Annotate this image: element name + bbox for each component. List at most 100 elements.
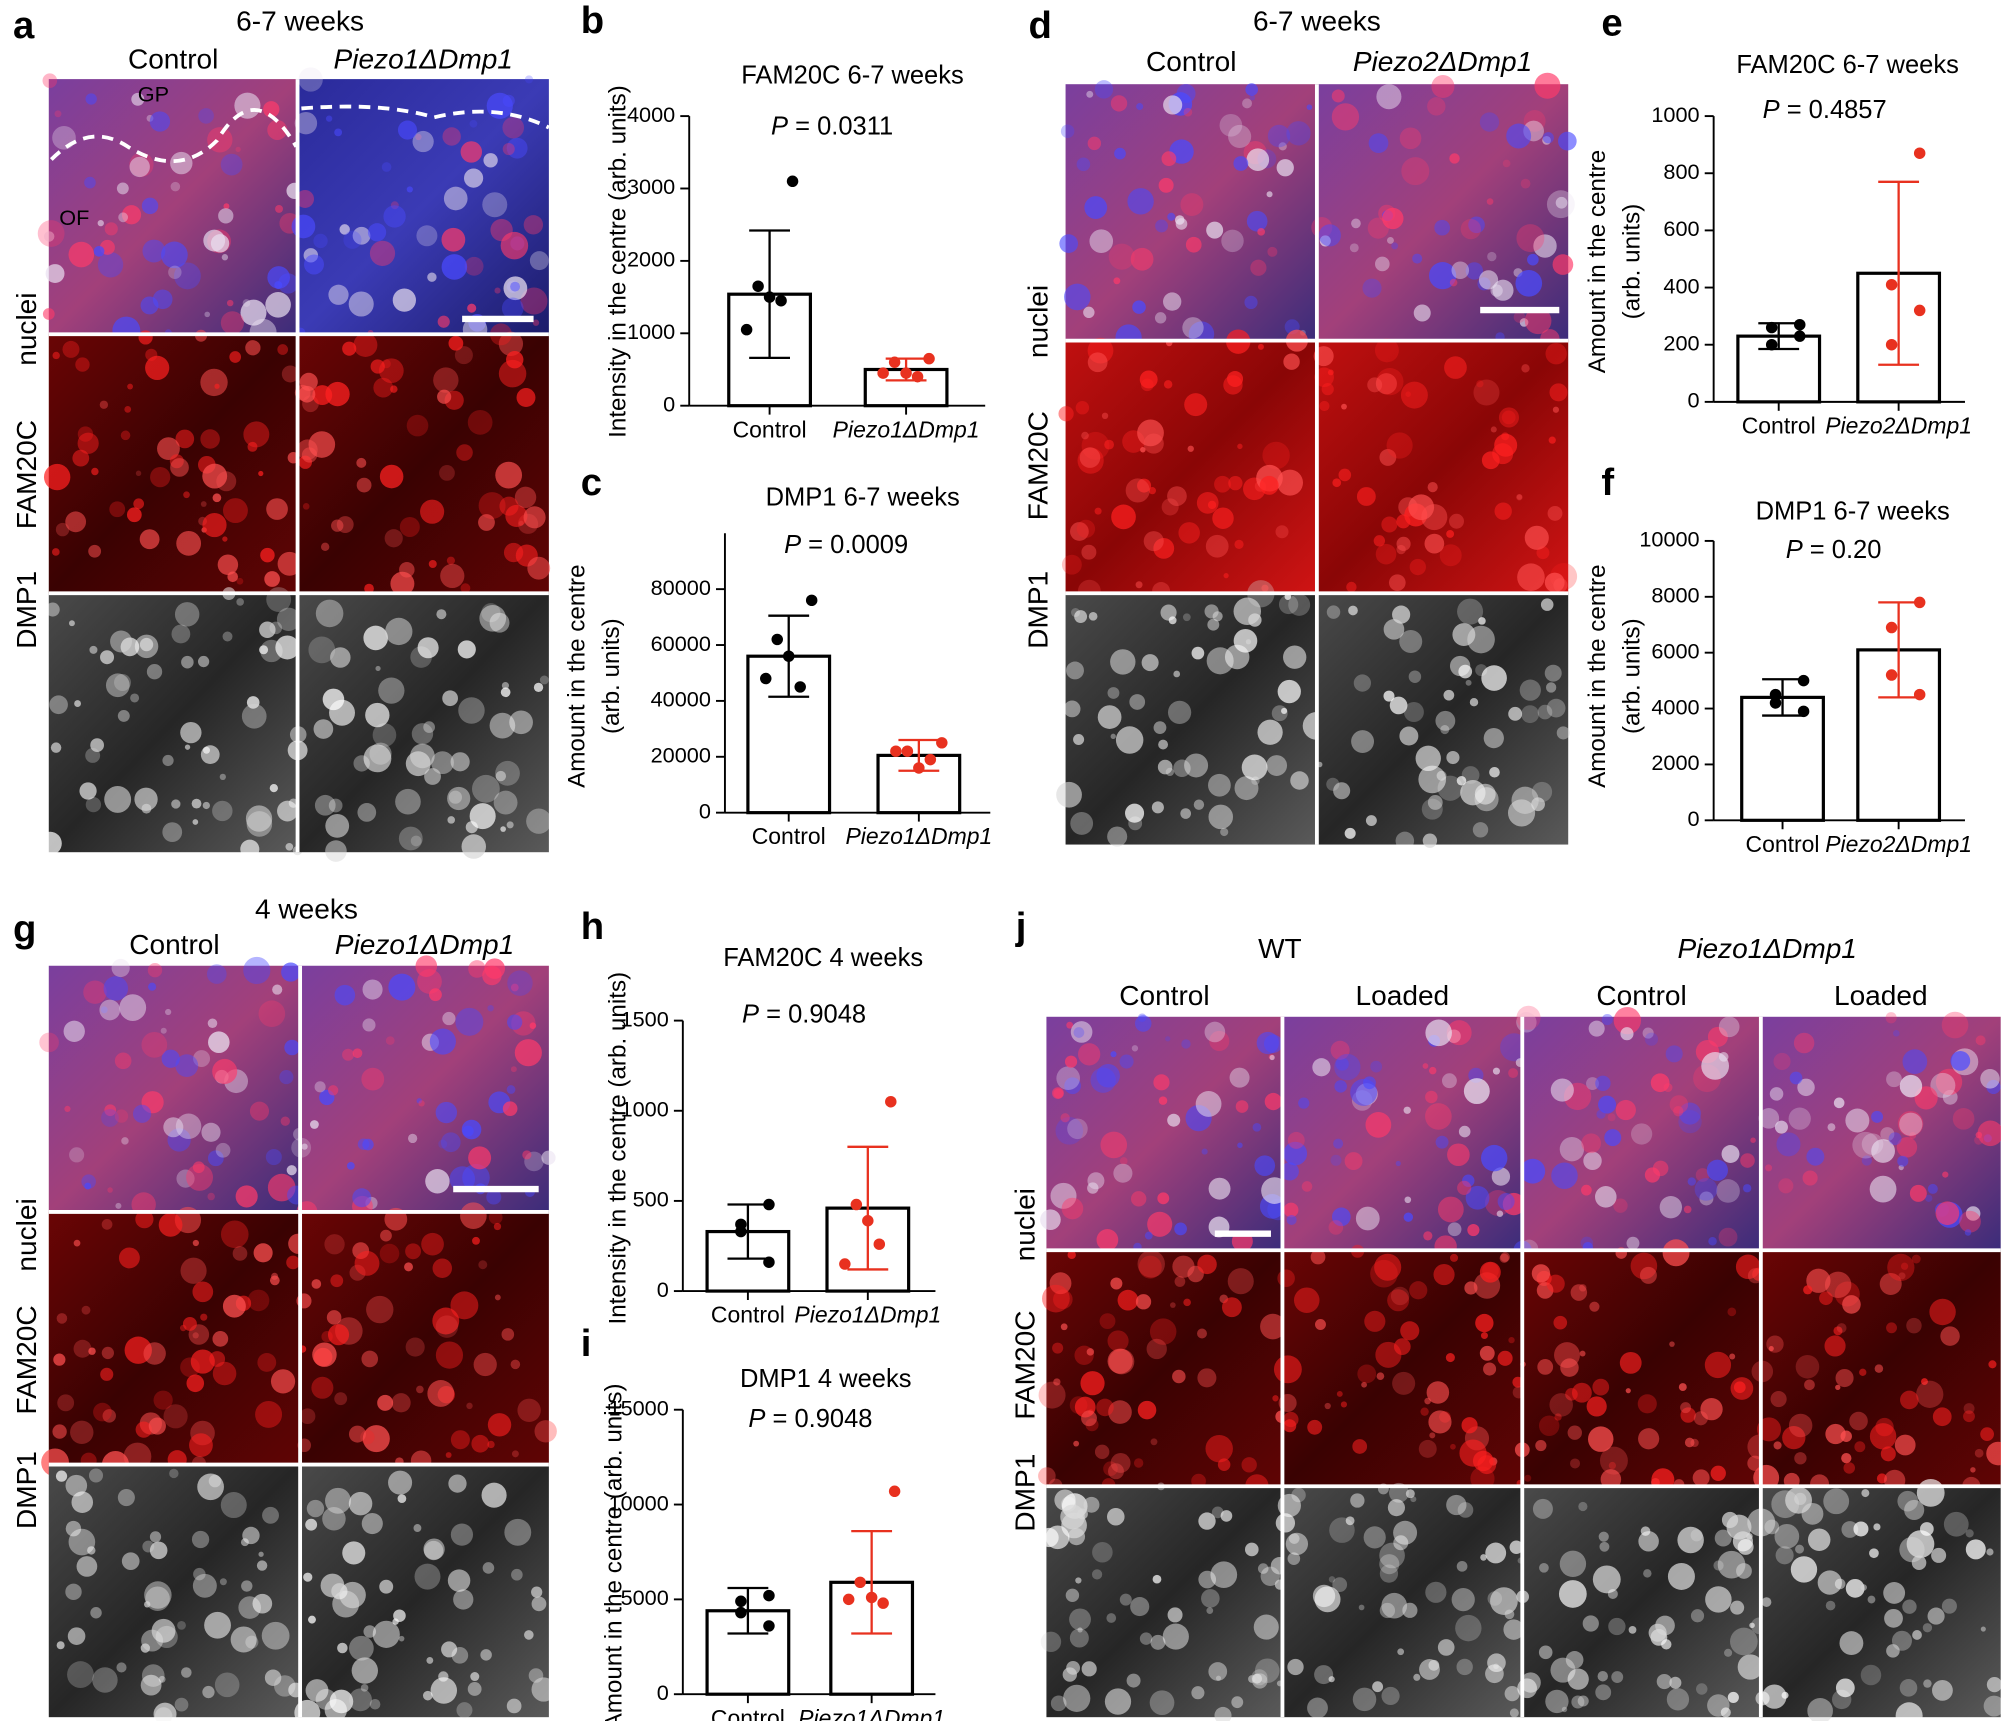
texture <box>1559 1136 1585 1162</box>
texture <box>342 341 357 356</box>
texture <box>1084 196 1108 219</box>
texture <box>506 350 524 369</box>
texture <box>52 1424 67 1439</box>
texture <box>1476 380 1484 388</box>
texture <box>413 1524 422 1532</box>
data-point <box>1913 596 1926 609</box>
texture <box>1450 1443 1456 1450</box>
data-point <box>1765 321 1778 334</box>
texture <box>1909 1132 1917 1139</box>
texture <box>428 559 437 569</box>
texture <box>377 1394 394 1411</box>
texture <box>1595 1186 1617 1208</box>
texture <box>1869 1548 1879 1559</box>
texture <box>281 962 301 982</box>
data-point <box>805 594 818 607</box>
texture <box>149 1531 162 1543</box>
texture <box>1331 89 1345 103</box>
texture <box>325 840 347 862</box>
texture <box>1312 1584 1336 1608</box>
texture <box>468 1146 492 1170</box>
y-tick-label: 40000 <box>651 687 711 712</box>
texture <box>1542 132 1554 144</box>
texture <box>286 1255 300 1270</box>
texture <box>440 1132 461 1153</box>
texture <box>222 536 228 542</box>
texture <box>509 710 533 735</box>
texture <box>1441 1073 1457 1089</box>
x-tick-label: Control <box>1742 412 1816 438</box>
panel-letter: g <box>13 907 36 950</box>
texture <box>49 695 68 715</box>
texture <box>1208 1662 1228 1681</box>
texture <box>1042 1284 1070 1313</box>
texture <box>141 197 159 215</box>
texture <box>331 519 344 532</box>
texture <box>192 1281 214 1303</box>
texture <box>1481 665 1507 691</box>
texture <box>1544 572 1565 593</box>
texture <box>468 960 486 978</box>
texture <box>1375 256 1390 272</box>
texture <box>1163 292 1182 311</box>
texture <box>1904 1499 1925 1521</box>
texture <box>1501 410 1516 425</box>
micrograph <box>1046 1016 1283 1251</box>
texture <box>275 204 283 213</box>
data-point <box>735 1225 747 1238</box>
texture <box>334 128 343 137</box>
chart-title: FAM20C 4 weeks <box>723 944 923 972</box>
texture <box>1246 210 1268 232</box>
texture <box>531 1677 556 1702</box>
texture <box>1099 1313 1116 1330</box>
texture <box>1331 103 1360 131</box>
texture <box>1615 1099 1636 1121</box>
texture <box>1427 97 1446 116</box>
texture <box>1582 1615 1599 1632</box>
texture <box>1842 1295 1861 1314</box>
p-value: P = 0.0009 <box>784 531 908 559</box>
texture <box>503 276 528 301</box>
texture <box>141 1031 168 1058</box>
texture <box>435 1101 458 1124</box>
texture <box>1264 1092 1282 1111</box>
texture <box>1248 1675 1256 1683</box>
texture <box>212 1331 229 1347</box>
texture <box>1070 1021 1093 1043</box>
texture <box>398 1635 405 1642</box>
texture <box>1370 1060 1383 1073</box>
texture <box>361 1350 379 1368</box>
texture <box>121 1137 129 1145</box>
texture <box>1332 1577 1348 1592</box>
boundary-line <box>49 108 298 164</box>
texture <box>1547 505 1563 521</box>
texture <box>1473 379 1500 406</box>
texture <box>1902 1599 1917 1614</box>
texture <box>197 655 210 668</box>
texture <box>1502 159 1511 168</box>
texture <box>479 604 507 632</box>
texture <box>1716 1179 1740 1203</box>
texture <box>390 201 399 210</box>
texture <box>1899 1074 1923 1098</box>
texture <box>506 137 528 159</box>
texture <box>1434 219 1451 236</box>
texture <box>1925 1194 1933 1202</box>
texture <box>1056 1066 1081 1091</box>
texture <box>1110 1453 1131 1473</box>
texture <box>1718 1227 1738 1247</box>
texture <box>1246 148 1270 171</box>
texture <box>1077 1043 1101 1066</box>
texture <box>206 964 227 984</box>
data-point <box>900 367 912 379</box>
texture <box>141 1091 164 1114</box>
texture <box>1195 1091 1222 1117</box>
texture <box>73 1239 81 1247</box>
texture <box>1427 482 1438 493</box>
data-point <box>865 1591 878 1604</box>
column-label: Piezo1ΔDmp1 <box>335 929 514 960</box>
texture <box>1980 1069 2000 1089</box>
texture <box>1571 1382 1592 1403</box>
data-point <box>771 633 783 646</box>
texture <box>1161 151 1177 167</box>
